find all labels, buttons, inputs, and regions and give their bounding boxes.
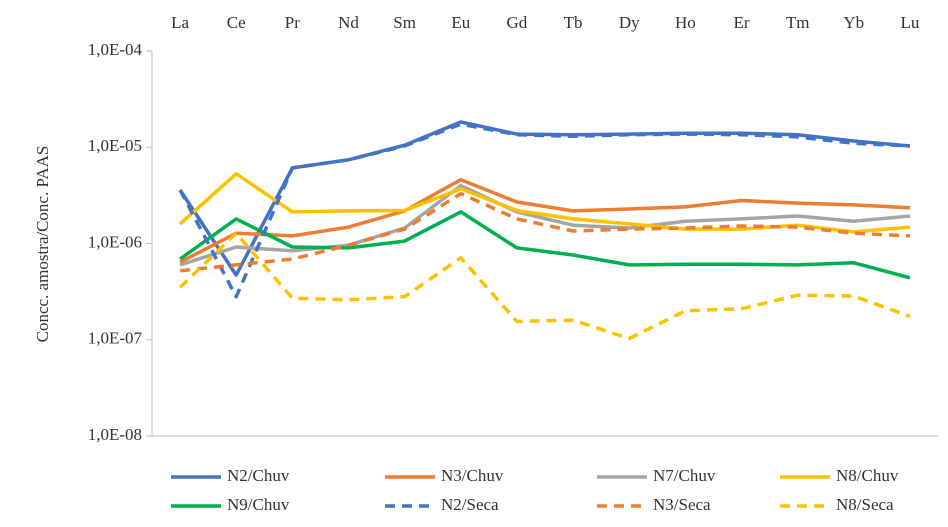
x-tick-label: La: [171, 13, 189, 32]
series-line: [179, 191, 910, 273]
legend-label: N8/Seca: [836, 495, 894, 514]
y-tick-label: 1,0E-05: [88, 136, 142, 155]
x-tick-label: Tb: [564, 13, 583, 32]
x-tick-label: Eu: [451, 13, 470, 32]
legend-label: N7/Chuv: [653, 466, 716, 485]
legend-label: N3/Seca: [653, 495, 711, 514]
legend-label: N9/Chuv: [227, 495, 290, 514]
x-tick-label: Lu: [900, 13, 919, 32]
x-tick-label: Pr: [285, 13, 300, 32]
series-line: [178, 231, 911, 341]
legend-label: N3/Chuv: [441, 466, 504, 485]
x-tick-label: Tm: [786, 13, 810, 32]
x-tick-label: Ce: [227, 13, 246, 32]
x-tick-label: Gd: [507, 13, 528, 32]
x-tick-label: Sm: [393, 13, 416, 32]
x-tick-label: Dy: [619, 13, 640, 32]
y-tick-label: 1,0E-08: [88, 425, 142, 444]
series-line: [179, 177, 910, 264]
legend-label: N8/Chuv: [836, 466, 899, 485]
legend-label: N2/Seca: [441, 495, 499, 514]
legend-label: N2/Chuv: [227, 466, 290, 485]
y-axis-label: Concc. amostra/Conc. PAAS: [33, 146, 52, 343]
y-tick-label: 1,0E-06: [88, 232, 142, 251]
x-tick-label: Er: [733, 13, 749, 32]
series-line: [179, 210, 911, 280]
y-tick-label: 1,0E-04: [88, 40, 143, 59]
x-tick-label: Ho: [675, 13, 696, 32]
series-line: [178, 120, 911, 277]
series-line: [179, 183, 911, 267]
x-tick-label: Yb: [843, 13, 864, 32]
y-tick-label: 1,0E-07: [88, 329, 143, 348]
x-tick-label: Nd: [338, 13, 359, 32]
